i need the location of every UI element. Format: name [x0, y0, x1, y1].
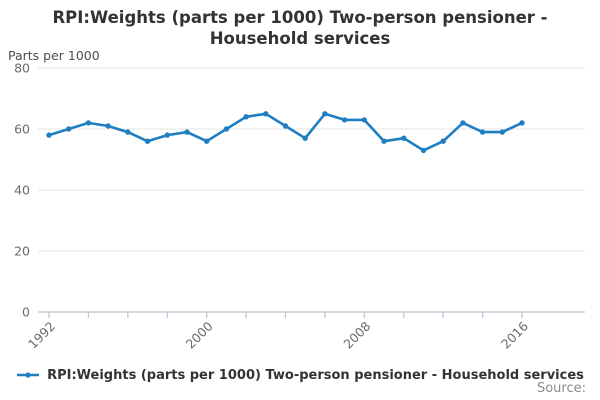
chart-title-line1: RPI:Weights (parts per 1000) Two-person …: [52, 8, 548, 27]
data-point-marker: [322, 111, 328, 117]
data-point-marker: [440, 138, 446, 144]
x-tick-label: 2008: [340, 318, 373, 351]
x-tick-label: 2016: [498, 318, 531, 351]
data-point-marker: [282, 123, 289, 129]
chart-title-line2: Household services: [209, 29, 391, 49]
data-point-marker: [499, 129, 505, 135]
data-point-marker: [144, 138, 151, 144]
data-point-marker: [263, 111, 269, 117]
data-point-marker: [164, 132, 170, 138]
legend-line-marker-icon: [17, 372, 40, 378]
source-label: Source:: [536, 381, 586, 396]
data-point-marker: [519, 120, 525, 126]
data-point-marker: [381, 138, 387, 144]
data-point-marker: [204, 138, 210, 144]
data-point-marker: [302, 135, 308, 141]
data-point-marker: [401, 135, 407, 141]
data-point-marker: [184, 129, 190, 135]
y-axis-unit-label: Parts per 1000: [8, 48, 100, 63]
data-point-marker: [361, 117, 367, 123]
data-point-marker: [460, 120, 466, 126]
x-tick-label: 1992: [25, 319, 58, 352]
data-point-marker: [243, 114, 249, 120]
chart-title: RPI:Weights (parts per 1000) Two-person …: [0, 7, 600, 49]
y-tick-label: 80: [14, 61, 30, 76]
data-point-marker: [85, 120, 92, 126]
x-tick-label: 2000: [183, 318, 216, 351]
legend-point: [25, 372, 31, 378]
data-point-marker: [479, 129, 486, 135]
data-point-marker: [223, 126, 230, 132]
legend-label: RPI:Weights (parts per 1000) Two-person …: [47, 367, 584, 383]
data-point-marker: [46, 132, 52, 138]
y-tick-label: 0: [22, 305, 30, 320]
legend: RPI:Weights (parts per 1000) Two-person …: [0, 366, 600, 384]
chart-canvas: 0 20 40 60 80 1992 2000 2008 2016: [14, 61, 585, 352]
data-point-marker: [420, 147, 427, 154]
y-tick-label: 40: [14, 183, 30, 198]
series-line: [47, 112, 524, 152]
data-point-marker: [125, 129, 131, 135]
y-tick-label: 60: [14, 122, 30, 137]
data-point-marker: [105, 123, 111, 129]
data-point-marker: [66, 126, 72, 132]
data-point-marker: [341, 117, 348, 123]
y-tick-label: 20: [14, 244, 30, 259]
